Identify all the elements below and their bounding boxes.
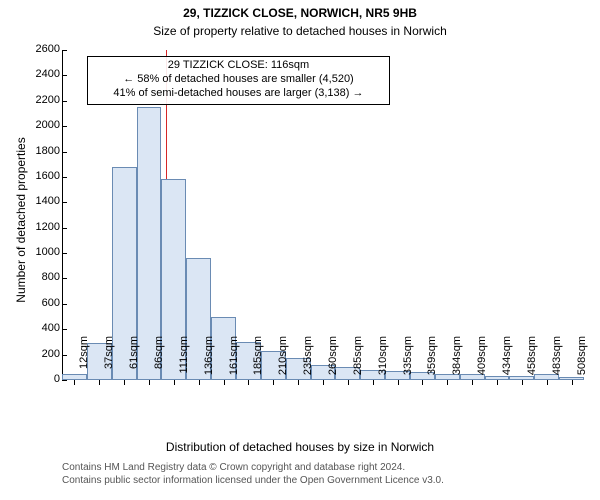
y-tick: 2000 — [22, 126, 62, 127]
y-tick-label: 2000 — [36, 119, 60, 131]
x-tick-label: 37sqm — [103, 336, 115, 386]
y-tick: 1400 — [22, 202, 62, 203]
x-tick-label: 210sqm — [277, 336, 289, 386]
y-tick: 1000 — [22, 253, 62, 254]
y-tick: 2400 — [22, 75, 62, 76]
y-axis-label: Number of detached properties — [14, 80, 28, 360]
y-tick-label: 1400 — [36, 195, 60, 207]
attribution: Contains HM Land Registry data © Crown c… — [62, 462, 444, 487]
chart-container: 29, TIZZICK CLOSE, NORWICH, NR5 9HB Size… — [0, 0, 600, 500]
chart-title-line1: 29, TIZZICK CLOSE, NORWICH, NR5 9HB — [0, 6, 600, 20]
x-tick: 310sqm — [373, 380, 374, 385]
x-tick: 508sqm — [572, 380, 573, 385]
y-tick-label: 1800 — [36, 145, 60, 157]
y-tick: 0 — [22, 380, 62, 381]
y-tick-label: 200 — [42, 348, 60, 360]
x-tick: 483sqm — [547, 380, 548, 385]
x-axis-label: Distribution of detached houses by size … — [0, 440, 600, 454]
x-tick: 12sqm — [74, 380, 75, 385]
y-tick-label: 600 — [42, 297, 60, 309]
x-tick-label: 61sqm — [128, 336, 140, 386]
annotation-box: 29 TIZZICK CLOSE: 116sqm ← 58% of detach… — [87, 56, 390, 104]
chart-title-line2: Size of property relative to detached ho… — [0, 24, 600, 38]
x-tick: 136sqm — [199, 380, 200, 385]
x-tick: 86sqm — [149, 380, 150, 385]
x-tick: 458sqm — [522, 380, 523, 385]
x-tick: 335sqm — [398, 380, 399, 385]
x-tick: 235sqm — [298, 380, 299, 385]
x-tick-label: 310sqm — [377, 336, 389, 386]
x-tick-label: 185sqm — [252, 336, 264, 386]
y-tick: 200 — [22, 355, 62, 356]
annotation-line-3: 41% of semi-detached houses are larger (… — [92, 87, 385, 101]
y-tick-label: 1200 — [36, 221, 60, 233]
x-tick-label: 235sqm — [302, 336, 314, 386]
x-tick: 260sqm — [323, 380, 324, 385]
x-tick-label: 359sqm — [426, 336, 438, 386]
y-tick-label: 2600 — [36, 43, 60, 55]
x-tick: 185sqm — [248, 380, 249, 385]
x-tick: 384sqm — [447, 380, 448, 385]
y-tick: 1800 — [22, 152, 62, 153]
y-tick: 2600 — [22, 50, 62, 51]
annotation-line-2: ← 58% of detached houses are smaller (4,… — [92, 73, 385, 87]
x-tick-label: 409sqm — [476, 336, 488, 386]
y-tick-label: 1000 — [36, 246, 60, 258]
x-tick-label: 161sqm — [228, 336, 240, 386]
annotation-line-1: 29 TIZZICK CLOSE: 116sqm — [92, 59, 385, 73]
x-tick: 161sqm — [224, 380, 225, 385]
y-tick: 800 — [22, 278, 62, 279]
x-tick-label: 136sqm — [203, 336, 215, 386]
x-tick-label: 384sqm — [451, 336, 463, 386]
y-tick: 1200 — [22, 228, 62, 229]
x-tick-label: 111sqm — [178, 336, 190, 386]
x-tick-label: 12sqm — [78, 336, 90, 386]
x-tick: 61sqm — [124, 380, 125, 385]
x-tick: 111sqm — [174, 380, 175, 385]
y-tick-label: 2200 — [36, 94, 60, 106]
x-tick: 210sqm — [273, 380, 274, 385]
x-tick: 37sqm — [99, 380, 100, 385]
x-tick-label: 335sqm — [402, 336, 414, 386]
y-tick-label: 400 — [42, 322, 60, 334]
y-tick-label: 1600 — [36, 170, 60, 182]
y-tick-label: 0 — [54, 373, 60, 385]
attribution-line-2: Contains public sector information licen… — [62, 475, 444, 488]
y-axis-line — [62, 50, 63, 380]
x-tick-label: 86sqm — [153, 336, 165, 386]
x-tick-label: 483sqm — [551, 336, 563, 386]
y-tick: 1600 — [22, 177, 62, 178]
y-tick: 600 — [22, 304, 62, 305]
x-tick-label: 434sqm — [501, 336, 513, 386]
x-tick-label: 458sqm — [526, 336, 538, 386]
x-tick-label: 260sqm — [327, 336, 339, 386]
x-tick-label: 508sqm — [576, 336, 588, 386]
x-tick-label: 285sqm — [352, 336, 364, 386]
y-tick-label: 2400 — [36, 68, 60, 80]
y-tick: 400 — [22, 329, 62, 330]
x-tick: 359sqm — [422, 380, 423, 385]
plot-area: 29 TIZZICK CLOSE: 116sqm ← 58% of detach… — [62, 50, 584, 380]
y-tick-label: 800 — [42, 271, 60, 283]
attribution-line-1: Contains HM Land Registry data © Crown c… — [62, 462, 444, 475]
x-tick: 409sqm — [472, 380, 473, 385]
x-tick: 285sqm — [348, 380, 349, 385]
y-tick: 2200 — [22, 101, 62, 102]
x-tick: 434sqm — [497, 380, 498, 385]
